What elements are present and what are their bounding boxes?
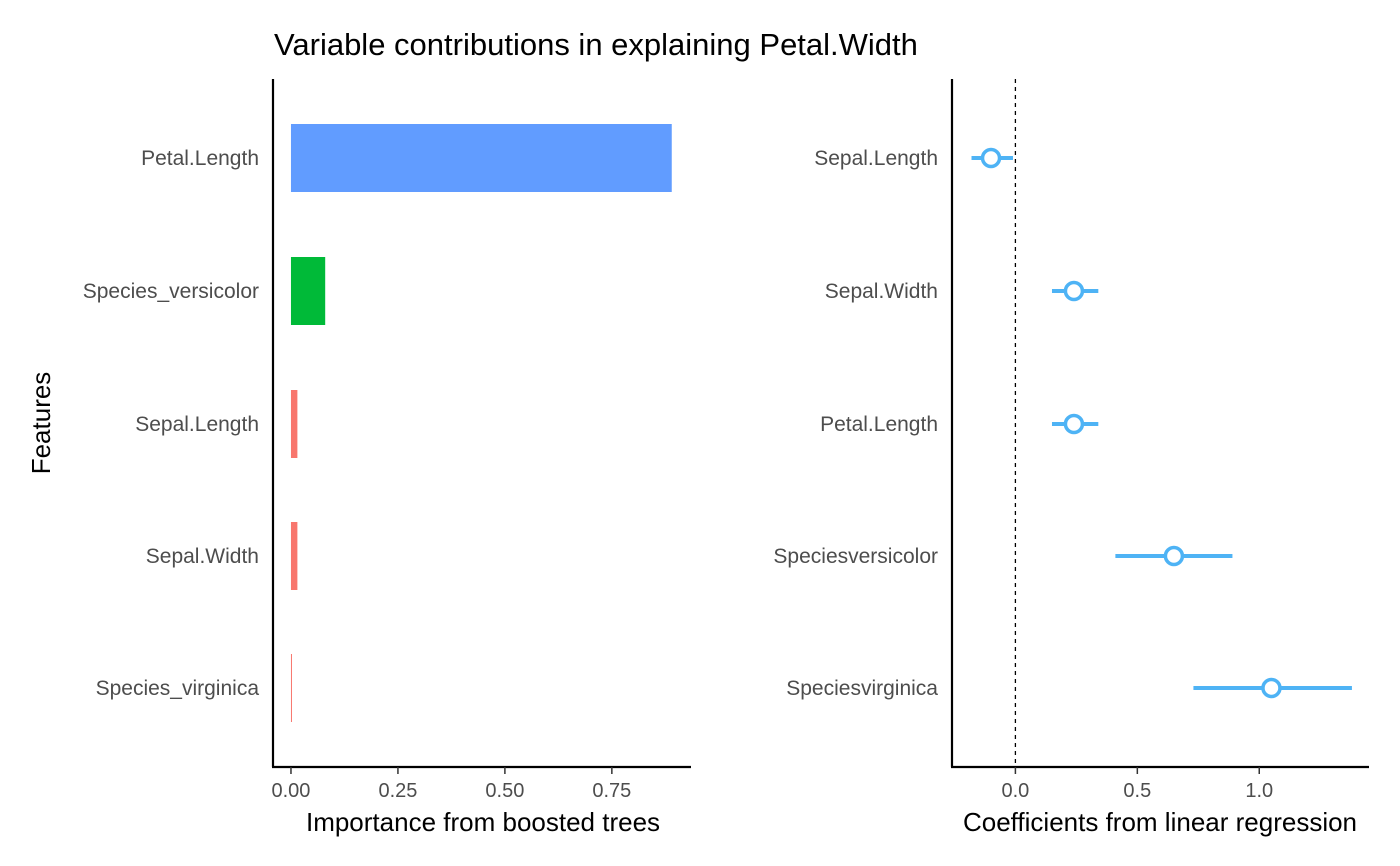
left-category-label: Sepal.Width [146,545,259,568]
right-category-label: Speciesversicolor [773,545,938,568]
left-panel-importance: Features Importance from boosted trees P… [26,79,691,837]
right-category-label: Petal.Length [820,413,938,436]
right-x-tick-label: 1.0 [1245,780,1273,802]
bar-species-versicolor [290,257,326,325]
right-category-label: Sepal.Length [814,147,938,170]
left-x-tick-label: 0.50 [485,780,524,802]
point-sepal-length [980,147,1002,169]
right-category-label: Speciesvirginica [786,677,938,700]
point-sepal-width [1063,280,1085,302]
bar-sepal-width [290,522,298,590]
left-category-label: Species_versicolor [83,280,259,303]
point-petal-length [1063,413,1085,435]
left-x-tick-label: 0.25 [378,780,417,802]
left-category-label: Petal.Length [141,147,259,170]
left-x-tick-label: 0.00 [272,780,311,802]
left-x-axis-title: Importance from boosted trees [306,807,660,837]
point-speciesversicolor [1163,545,1185,567]
left-x-tick-label: 0.75 [592,780,631,802]
right-category-label: Sepal.Width [825,280,938,303]
right-x-tick-label: 0.5 [1123,780,1151,802]
bar-species-virginica [290,654,292,722]
left-category-label: Species_virginica [96,677,260,700]
right-panel-coefficients: Coefficients from linear regression Sepa… [773,79,1369,837]
bar-petal-length [290,124,672,192]
right-x-tick-label: 0.0 [1001,780,1029,802]
right-x-axis-title: Coefficients from linear regression [963,807,1357,837]
chart-title: Variable contributions in explaining Pet… [274,27,918,62]
left-category-label: Sepal.Length [135,413,259,436]
y-axis-title: Features [26,372,56,475]
bar-sepal-length [290,390,298,458]
point-speciesvirginica [1261,677,1282,699]
